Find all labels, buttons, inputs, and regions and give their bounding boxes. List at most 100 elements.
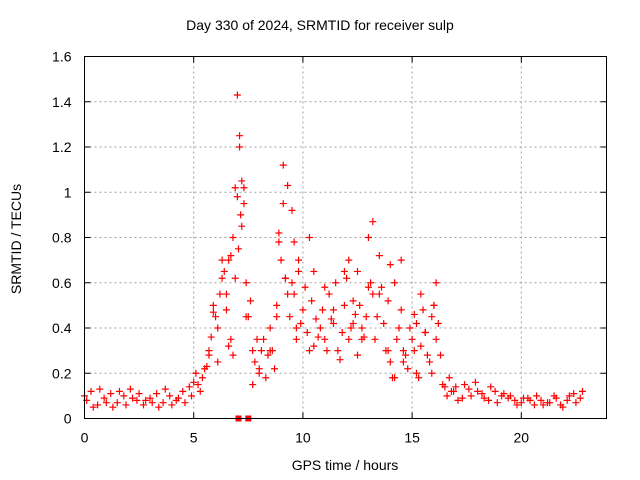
- y-tick-label: 0.4: [52, 320, 72, 336]
- data-point: [467, 392, 475, 400]
- data-point: [233, 193, 241, 201]
- data-point: [480, 394, 488, 402]
- data-point: [349, 319, 357, 327]
- data-point: [343, 274, 351, 282]
- chart-title: Day 330 of 2024, SRMTID for receiver sul…: [186, 17, 454, 33]
- data-point: [471, 378, 479, 386]
- data-point: [327, 315, 335, 323]
- data-point: [246, 297, 254, 305]
- x-tick-label: 10: [295, 430, 311, 446]
- data-point: [399, 347, 407, 355]
- data-point: [225, 256, 233, 264]
- y-tick-label: 0.2: [52, 365, 72, 381]
- data-point: [142, 396, 150, 404]
- data-point: [349, 297, 357, 305]
- data-point: [369, 218, 377, 226]
- data-point: [266, 324, 274, 332]
- data-point: [399, 358, 407, 366]
- data-point: [148, 399, 156, 407]
- data-point: [423, 351, 431, 359]
- data-point: [129, 394, 137, 402]
- data-point: [102, 399, 110, 407]
- data-point: [493, 399, 501, 407]
- data-point: [161, 385, 169, 393]
- y-tick-label: 1.6: [52, 49, 72, 65]
- data-point: [253, 335, 261, 343]
- data-point: [563, 396, 571, 404]
- data-point: [465, 385, 473, 393]
- data-point: [338, 329, 346, 337]
- data-point: [262, 374, 270, 382]
- data-point: [115, 387, 123, 395]
- data-point: [450, 387, 458, 395]
- data-point: [146, 394, 154, 402]
- data-point: [290, 290, 298, 298]
- data-point: [255, 365, 263, 373]
- data-point: [299, 306, 307, 314]
- data-point: [122, 401, 130, 409]
- data-point: [412, 319, 420, 327]
- data-point: [426, 358, 434, 366]
- data-point: [329, 306, 337, 314]
- data-point: [565, 392, 573, 400]
- plot-frame: [84, 56, 607, 419]
- data-point: [364, 283, 372, 291]
- data-point: [332, 279, 340, 287]
- data-point: [279, 200, 287, 208]
- data-point: [305, 234, 313, 241]
- data-point: [107, 390, 115, 398]
- data-point: [242, 313, 250, 321]
- data-point: [295, 267, 303, 275]
- data-point: [240, 184, 248, 192]
- data-point: [275, 238, 283, 246]
- y-tick-label: 0.6: [52, 275, 72, 291]
- data-point: [417, 290, 425, 298]
- x-tick-label: 15: [404, 430, 420, 446]
- data-point: [214, 324, 222, 332]
- data-point: [135, 390, 143, 398]
- data-point: [126, 385, 134, 393]
- data-point: [188, 392, 196, 400]
- data-point: [192, 369, 200, 377]
- data-point: [305, 347, 313, 355]
- data-point: [415, 374, 423, 382]
- data-point: [120, 392, 128, 400]
- data-point: [288, 279, 296, 287]
- data-point: [437, 351, 445, 359]
- y-tick-label: 1.2: [52, 139, 72, 155]
- data-point: [397, 256, 405, 264]
- data-point: [474, 387, 482, 395]
- data-point: [539, 401, 547, 409]
- data-point: [297, 319, 305, 327]
- data-point: [234, 245, 242, 253]
- data-point: [301, 283, 309, 291]
- data-point: [249, 381, 257, 389]
- y-tick-label: 0: [64, 411, 72, 427]
- data-point: [310, 342, 318, 350]
- data-point: [319, 306, 327, 314]
- data-point: [572, 399, 580, 407]
- grid-lines: [84, 56, 607, 419]
- data-point: [345, 335, 353, 343]
- data-point: [354, 267, 362, 275]
- data-point: [292, 324, 300, 332]
- data-point: [273, 301, 281, 309]
- data-point: [325, 290, 333, 298]
- data-point: [511, 396, 519, 404]
- data-point: [240, 200, 248, 208]
- data-point: [395, 324, 403, 332]
- data-point: [513, 401, 521, 409]
- data-point: [231, 184, 239, 192]
- data-point: [225, 342, 233, 350]
- data-point: [194, 381, 202, 389]
- data-point: [386, 261, 394, 269]
- data-point: [432, 279, 440, 287]
- data-point: [159, 399, 167, 407]
- data-point: [209, 301, 217, 309]
- y-tick-label: 1: [64, 184, 72, 200]
- data-point: [443, 392, 451, 400]
- data-point: [174, 394, 182, 402]
- data-point: [552, 394, 560, 402]
- data-point: [281, 274, 289, 282]
- data-point: [279, 161, 287, 169]
